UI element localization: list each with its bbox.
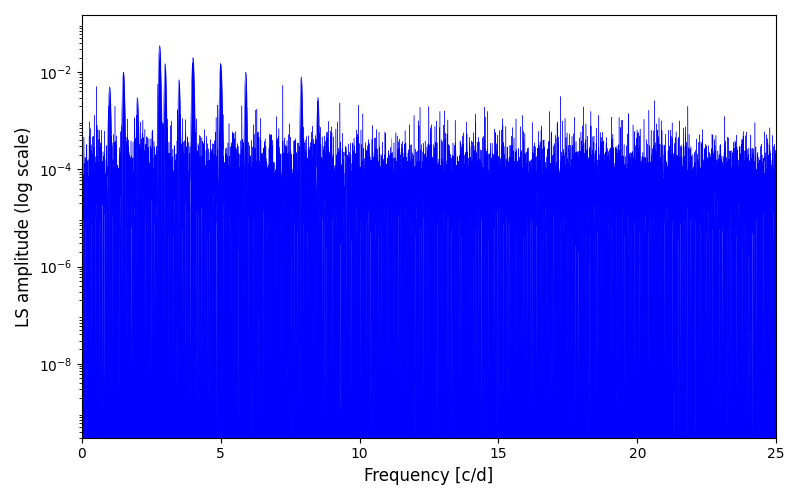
Y-axis label: LS amplitude (log scale): LS amplitude (log scale) [15, 126, 33, 326]
X-axis label: Frequency [c/d]: Frequency [c/d] [364, 467, 494, 485]
